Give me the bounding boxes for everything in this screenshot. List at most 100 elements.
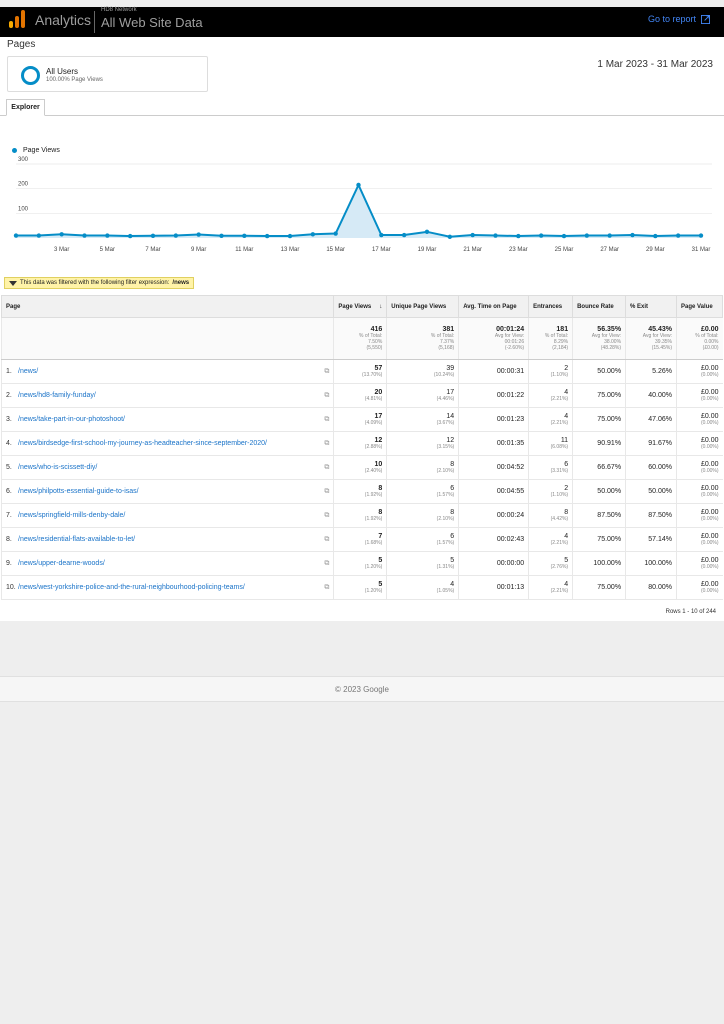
column-header-bounce-rate[interactable]: Bounce Rate bbox=[572, 295, 627, 318]
x-tick-label: 21 Mar bbox=[463, 247, 482, 253]
cell-value: 57.14% bbox=[648, 536, 672, 543]
entrances-cell: 4 (2.21%) bbox=[528, 575, 573, 600]
page-cell: 10./news/west-yorkshire-police-and-the-r… bbox=[0, 575, 334, 600]
row-index: 8. bbox=[6, 535, 12, 543]
open-in-new-window-icon[interactable]: ⧉ bbox=[324, 535, 330, 543]
x-tick-label: 15 Mar bbox=[326, 247, 345, 253]
open-in-new-window-icon[interactable]: ⧉ bbox=[324, 463, 330, 471]
totals-row: 416% of Total: 7.50% (5,550) 381% of Total… bbox=[0, 317, 723, 360]
page-link[interactable]: /news/ bbox=[18, 367, 39, 375]
cell-value: 50.00% bbox=[597, 368, 622, 375]
go-to-report-link[interactable]: Go to report bbox=[648, 14, 710, 24]
page-cell: 9. /news/upper-dearne-woods/ ⧉ bbox=[0, 551, 334, 576]
entrances-cell: 11 (6.08%) bbox=[528, 431, 573, 456]
unique-page-views-cell: 14 (3.67%) bbox=[386, 407, 459, 432]
open-in-new-window-icon[interactable]: ⧉ bbox=[324, 487, 330, 495]
property-selector[interactable]: All Web Site Data bbox=[101, 15, 203, 30]
bounce-rate-cell: 75.00% bbox=[572, 383, 626, 408]
date-range-picker[interactable]: 1 Mar 2023 - 31 Mar 2023 bbox=[597, 59, 713, 70]
totals-exit: 45.43% Avg for View: 39.35% (15.45%) bbox=[625, 317, 677, 360]
unique-page-views-cell: 4 (1.05%) bbox=[386, 575, 459, 600]
filter-expression: /news bbox=[172, 280, 190, 286]
bounce-rate-cell: 75.00% bbox=[572, 407, 626, 432]
page-link[interactable]: /news/west-yorkshire-police-and-the-rura… bbox=[18, 583, 245, 591]
segment-ring-icon bbox=[21, 66, 40, 85]
open-in-new-window-icon[interactable]: ⧉ bbox=[324, 391, 330, 399]
open-in-new-window-icon[interactable]: ⧉ bbox=[324, 415, 330, 423]
page-link[interactable]: /news/who-is-scissett-diy/ bbox=[18, 463, 98, 471]
data-point bbox=[36, 233, 42, 238]
cell-percent: (1.57%) bbox=[436, 492, 455, 498]
page-link[interactable]: /news/hd8-family-funday/ bbox=[18, 391, 96, 399]
tab-explorer[interactable]: Explorer bbox=[6, 99, 45, 116]
page-value-cell: £0.00 (0.00%) bbox=[676, 359, 723, 384]
report-content: Pages All Users 100.00% Page Views 1 Mar… bbox=[0, 37, 724, 621]
column-header-page-views[interactable]: Page Views ↓ bbox=[333, 295, 388, 318]
cell-percent: (2.40%) bbox=[364, 468, 383, 474]
open-in-new-window-icon[interactable]: ⧉ bbox=[324, 439, 330, 447]
exit-cell: 80.00% bbox=[625, 575, 677, 600]
row-index: 9. bbox=[6, 559, 12, 567]
page-views-cell: 12 (2.88%) bbox=[333, 431, 387, 456]
cell-value: 4 bbox=[450, 581, 455, 588]
cell-percent: (10.24%) bbox=[433, 372, 455, 378]
page-link[interactable]: /news/take-part-in-our-photoshoot/ bbox=[18, 415, 125, 423]
page-value-cell: £0.00 (0.00%) bbox=[676, 479, 723, 504]
page-views-cell: 8 (1.92%) bbox=[333, 503, 387, 528]
cell-percent: (0.00%) bbox=[700, 492, 719, 498]
account-name[interactable]: HD8 Network bbox=[101, 7, 137, 13]
column-header-entrances[interactable]: Entrances bbox=[528, 295, 574, 318]
open-in-new-window-icon[interactable]: ⧉ bbox=[324, 511, 330, 519]
cell-percent: (1.05%) bbox=[436, 588, 455, 594]
cell-percent: (1.68%) bbox=[364, 540, 383, 546]
data-point bbox=[196, 232, 201, 237]
row-index: 1. bbox=[6, 367, 12, 375]
page-link[interactable]: /news/residential-flats-available-to-let… bbox=[18, 535, 136, 543]
total-percent: 7.37% bbox=[440, 339, 455, 345]
avg-time-cell: 00:02:43 bbox=[458, 527, 529, 552]
cell-value: 5 bbox=[450, 557, 455, 564]
page-link[interactable]: /news/springfield-mills-denby-dale/ bbox=[18, 511, 126, 519]
page-cell: 3. /news/take-part-in-our-photoshoot/ ⧉ bbox=[0, 407, 334, 432]
cell-value: 60.00% bbox=[648, 464, 672, 471]
total-label: % of Total: bbox=[430, 333, 455, 339]
cell-value: 39 bbox=[446, 365, 455, 372]
total-value: 381 bbox=[442, 326, 455, 333]
open-in-new-window-icon[interactable]: ⧉ bbox=[324, 559, 330, 567]
column-header-unique-page-views[interactable]: Unique Page Views bbox=[386, 295, 460, 318]
cell-percent: (0.00%) bbox=[700, 468, 719, 474]
cell-percent: (2.21%) bbox=[550, 588, 569, 594]
page-link[interactable]: /news/upper-dearne-woods/ bbox=[18, 559, 105, 567]
cell-value: £0.00 bbox=[700, 485, 719, 492]
cell-value: 00:00:31 bbox=[496, 368, 525, 375]
cell-value: 00:00:00 bbox=[496, 560, 525, 567]
data-point bbox=[264, 233, 270, 239]
column-header-page[interactable]: Page bbox=[0, 295, 335, 318]
cell-value: 7 bbox=[378, 533, 383, 540]
cell-value: 5 bbox=[378, 557, 383, 564]
external-link-icon bbox=[701, 14, 710, 24]
row-index: 10. bbox=[6, 583, 16, 591]
column-header-exit[interactable]: % Exit bbox=[625, 295, 677, 318]
open-in-new-window-icon[interactable]: ⧉ bbox=[324, 367, 330, 375]
filter-text: This data was filtered with the followin… bbox=[20, 280, 170, 286]
total-percent: 38.00% bbox=[604, 339, 622, 345]
cell-value: 5.26% bbox=[652, 368, 672, 375]
page-link[interactable]: /news/birdsedge-first-school-my-journey-… bbox=[18, 439, 267, 447]
cell-value: 2 bbox=[564, 485, 569, 492]
cell-value: £0.00 bbox=[700, 437, 719, 444]
cell-value: 50.00% bbox=[597, 488, 622, 495]
open-in-new-window-icon[interactable]: ⧉ bbox=[324, 583, 330, 591]
column-header-avg-time[interactable]: Avg. Time on Page bbox=[458, 295, 530, 318]
cell-value: 12 bbox=[446, 437, 455, 444]
cell-value: 00:01:13 bbox=[496, 584, 525, 591]
totals-page-cell bbox=[0, 317, 334, 360]
page-link[interactable]: /news/philpotts-essential-guide-to-isas/ bbox=[18, 487, 139, 495]
cell-percent: (0.00%) bbox=[700, 372, 719, 378]
segment-name: All Users bbox=[46, 67, 79, 76]
page-value-cell: £0.00 (0.00%) bbox=[676, 551, 723, 576]
total-value: 181 bbox=[556, 326, 569, 333]
avg-time-cell: 00:04:52 bbox=[458, 455, 529, 480]
column-header-page-value[interactable]: Page Value bbox=[676, 295, 723, 318]
segment-card[interactable]: All Users 100.00% Page Views bbox=[7, 56, 208, 92]
